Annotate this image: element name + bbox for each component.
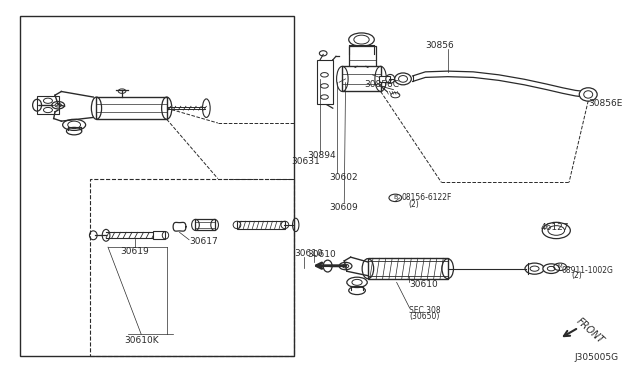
Text: 30610K: 30610K	[124, 336, 159, 346]
Ellipse shape	[542, 222, 570, 238]
Bar	[342, 66, 381, 92]
Bar	[379, 76, 390, 82]
Text: 30619: 30619	[120, 247, 149, 256]
Ellipse shape	[579, 88, 597, 101]
Text: 30609: 30609	[330, 203, 358, 212]
Bar	[90, 179, 294, 356]
Text: 30602: 30602	[330, 173, 358, 182]
Text: SEC 308: SEC 308	[410, 307, 441, 315]
Text: 46127: 46127	[540, 223, 569, 232]
Text: 30894: 30894	[307, 151, 336, 160]
Bar	[368, 258, 448, 279]
Text: 30856E: 30856E	[588, 99, 623, 108]
Bar	[349, 46, 376, 67]
Text: J305005G: J305005G	[575, 353, 619, 362]
Text: (2): (2)	[408, 200, 419, 209]
Bar	[237, 221, 285, 229]
Bar	[195, 219, 214, 231]
Text: (30650): (30650)	[410, 312, 440, 321]
Bar	[317, 60, 333, 105]
Text: 30631: 30631	[291, 157, 320, 166]
Text: 08156-6122F: 08156-6122F	[401, 193, 451, 202]
Text: FRONT: FRONT	[574, 317, 605, 346]
Bar	[20, 16, 294, 356]
Bar	[97, 97, 167, 119]
Ellipse shape	[349, 33, 374, 46]
Text: 30856: 30856	[426, 41, 454, 50]
Text: (2): (2)	[571, 271, 582, 280]
Text: 30617: 30617	[189, 237, 218, 246]
Text: 30610: 30610	[307, 250, 336, 259]
Text: 30610: 30610	[294, 249, 323, 258]
Ellipse shape	[543, 264, 559, 273]
Ellipse shape	[347, 277, 367, 288]
Ellipse shape	[525, 263, 544, 274]
Text: M: M	[558, 264, 563, 269]
Text: 30856C: 30856C	[365, 80, 400, 89]
Bar	[153, 231, 166, 239]
Text: 08911-1002G: 08911-1002G	[561, 266, 613, 275]
Text: B: B	[393, 195, 397, 201]
Bar	[37, 96, 60, 114]
Ellipse shape	[395, 73, 412, 85]
Text: 30610: 30610	[410, 280, 438, 289]
